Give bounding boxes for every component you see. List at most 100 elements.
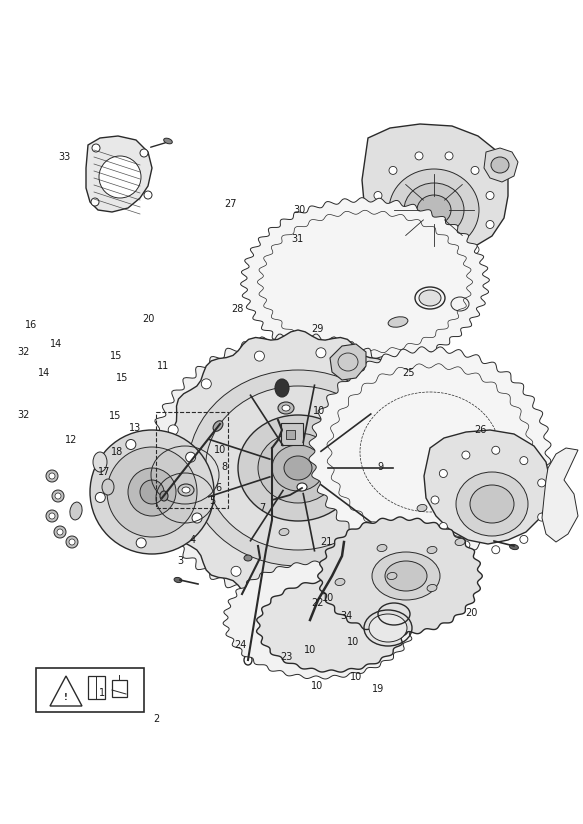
Text: 24: 24 (234, 640, 247, 650)
Circle shape (415, 152, 423, 160)
Ellipse shape (404, 183, 464, 237)
Text: 10: 10 (304, 645, 317, 655)
Circle shape (126, 439, 136, 450)
Ellipse shape (456, 472, 528, 536)
Ellipse shape (275, 379, 289, 397)
Ellipse shape (164, 138, 173, 144)
Text: 12: 12 (65, 435, 78, 445)
Circle shape (462, 451, 470, 459)
Text: 20: 20 (142, 314, 155, 324)
Ellipse shape (213, 421, 223, 431)
Circle shape (144, 191, 152, 199)
Text: 5: 5 (210, 496, 216, 506)
Circle shape (66, 536, 78, 548)
Circle shape (49, 513, 55, 519)
Text: 10: 10 (346, 637, 359, 647)
Text: 15: 15 (115, 373, 128, 383)
Circle shape (316, 348, 326, 358)
Polygon shape (162, 330, 434, 606)
Circle shape (462, 541, 470, 549)
Polygon shape (309, 347, 551, 557)
Circle shape (520, 536, 528, 543)
Text: 32: 32 (17, 410, 30, 420)
Circle shape (520, 456, 528, 465)
FancyBboxPatch shape (36, 668, 144, 712)
Circle shape (374, 191, 382, 199)
Text: 31: 31 (291, 234, 304, 244)
Polygon shape (542, 448, 578, 542)
Ellipse shape (278, 402, 294, 414)
Text: 25: 25 (402, 368, 415, 378)
Text: 8: 8 (222, 462, 227, 472)
Circle shape (398, 533, 409, 543)
Ellipse shape (238, 415, 358, 521)
Ellipse shape (182, 487, 190, 493)
Circle shape (46, 470, 58, 482)
Circle shape (538, 479, 546, 487)
Circle shape (140, 480, 164, 504)
Circle shape (440, 470, 447, 477)
Text: 13: 13 (129, 424, 142, 433)
Ellipse shape (369, 614, 407, 642)
Ellipse shape (178, 484, 194, 496)
Text: 10: 10 (214, 445, 227, 455)
Circle shape (373, 369, 382, 380)
Circle shape (107, 447, 197, 537)
Ellipse shape (282, 405, 290, 411)
Ellipse shape (417, 504, 427, 512)
Circle shape (57, 529, 63, 535)
Ellipse shape (455, 538, 465, 545)
Circle shape (471, 166, 479, 175)
Circle shape (95, 493, 106, 503)
Ellipse shape (297, 483, 307, 491)
Circle shape (291, 580, 301, 590)
Ellipse shape (70, 502, 82, 520)
FancyBboxPatch shape (281, 423, 303, 445)
Circle shape (423, 484, 433, 494)
Polygon shape (318, 517, 482, 635)
Circle shape (192, 513, 202, 523)
Ellipse shape (99, 156, 141, 198)
Text: 23: 23 (280, 652, 293, 662)
Polygon shape (223, 561, 417, 679)
Text: 19: 19 (371, 684, 384, 694)
Text: 21: 21 (320, 537, 333, 547)
Circle shape (140, 149, 148, 157)
Circle shape (46, 510, 58, 522)
Ellipse shape (417, 195, 451, 225)
Polygon shape (330, 344, 366, 380)
Circle shape (185, 452, 196, 462)
Text: 1: 1 (99, 688, 105, 698)
Ellipse shape (335, 578, 345, 586)
Circle shape (185, 530, 195, 540)
Circle shape (168, 425, 178, 435)
Text: 10: 10 (313, 406, 326, 416)
Circle shape (55, 493, 61, 499)
Ellipse shape (385, 561, 427, 591)
Circle shape (471, 246, 479, 254)
Circle shape (162, 480, 173, 489)
Text: 14: 14 (50, 339, 63, 349)
Text: 22: 22 (311, 598, 324, 608)
Circle shape (538, 513, 546, 521)
Polygon shape (362, 124, 508, 254)
Circle shape (486, 221, 494, 228)
Circle shape (445, 152, 453, 160)
Text: 29: 29 (311, 324, 324, 334)
Text: !: ! (64, 694, 68, 703)
Ellipse shape (388, 316, 408, 327)
Text: 27: 27 (224, 199, 237, 209)
Circle shape (412, 412, 422, 422)
Text: 30: 30 (293, 205, 306, 215)
Text: 15: 15 (109, 411, 122, 421)
Circle shape (136, 538, 146, 548)
Circle shape (351, 569, 361, 578)
Text: 32: 32 (17, 347, 30, 357)
Circle shape (374, 221, 382, 228)
Circle shape (306, 617, 314, 625)
Text: 3: 3 (178, 556, 184, 566)
Polygon shape (484, 148, 518, 182)
Ellipse shape (102, 479, 114, 495)
Text: 16: 16 (24, 320, 37, 330)
Circle shape (445, 260, 453, 268)
